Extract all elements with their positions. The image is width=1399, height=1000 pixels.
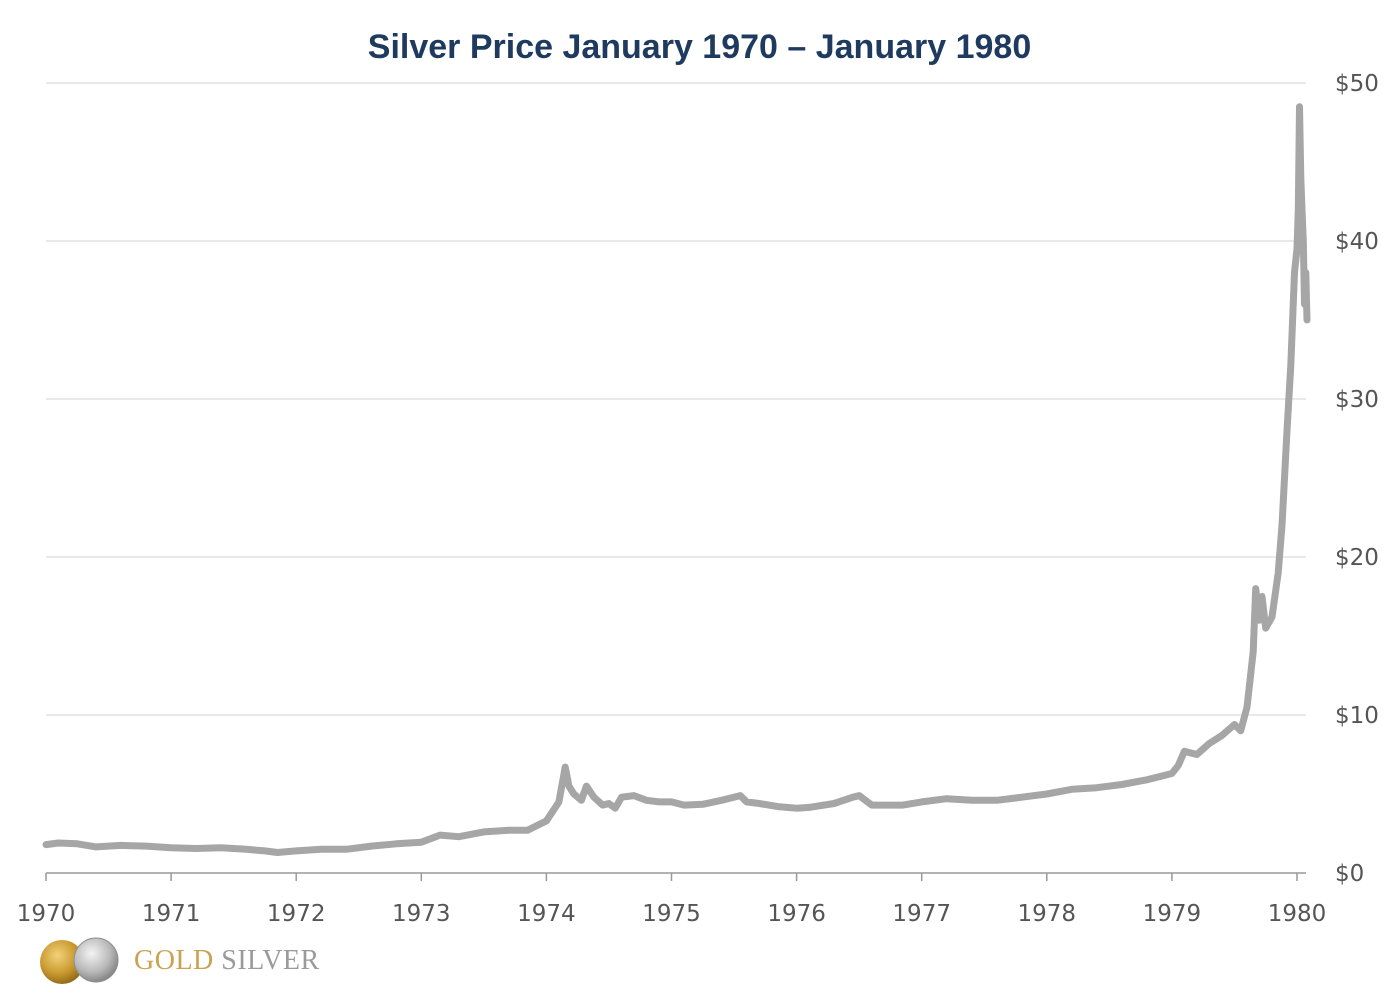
y-tick-label: $30 <box>1335 387 1379 413</box>
logo-wordmark: GOLD SILVER <box>134 945 320 977</box>
y-tick-label: $10 <box>1335 703 1379 729</box>
y-tick-label: $20 <box>1335 545 1379 571</box>
x-tick-label: 1975 <box>642 901 701 927</box>
gridlines <box>46 82 1306 716</box>
x-tick-label: 1971 <box>142 901 201 927</box>
silver-coin-icon <box>73 937 119 983</box>
x-axis <box>45 872 1306 881</box>
series-group <box>42 103 1311 856</box>
y-tick-labels: $0 $10 $20 $30 $40 $50 <box>1335 71 1379 887</box>
x-tick-label: 1979 <box>1143 901 1202 927</box>
chart-title: Silver Price January 1970 – January 1980 <box>367 28 1032 66</box>
x-tick-label: 1980 <box>1268 901 1327 927</box>
x-tick-label: 1978 <box>1018 901 1077 927</box>
x-tick-label: 1976 <box>767 901 826 927</box>
gold-coin-icon <box>40 940 84 984</box>
x-tick-label: 1970 <box>17 901 76 927</box>
x-tick-label: 1974 <box>517 901 576 927</box>
goldsilver-logo: GOLD SILVER <box>38 935 320 987</box>
x-tick-label: 1973 <box>392 901 451 927</box>
x-tick-label: 1972 <box>267 901 326 927</box>
y-tick-label: $50 <box>1335 71 1379 97</box>
x-tick-labels: 1970 1971 1972 1973 1974 1975 1976 1977 1978 1979… <box>17 901 1327 927</box>
logo-gold-text: GOLD <box>134 945 214 976</box>
coin-icons <box>40 937 119 984</box>
logo-silver-text: SILVER <box>221 945 320 976</box>
y-tick-label: $40 <box>1335 229 1379 255</box>
y-tick-label: $0 <box>1335 861 1364 887</box>
series-line <box>42 103 1311 856</box>
x-tick-label: 1977 <box>892 901 951 927</box>
